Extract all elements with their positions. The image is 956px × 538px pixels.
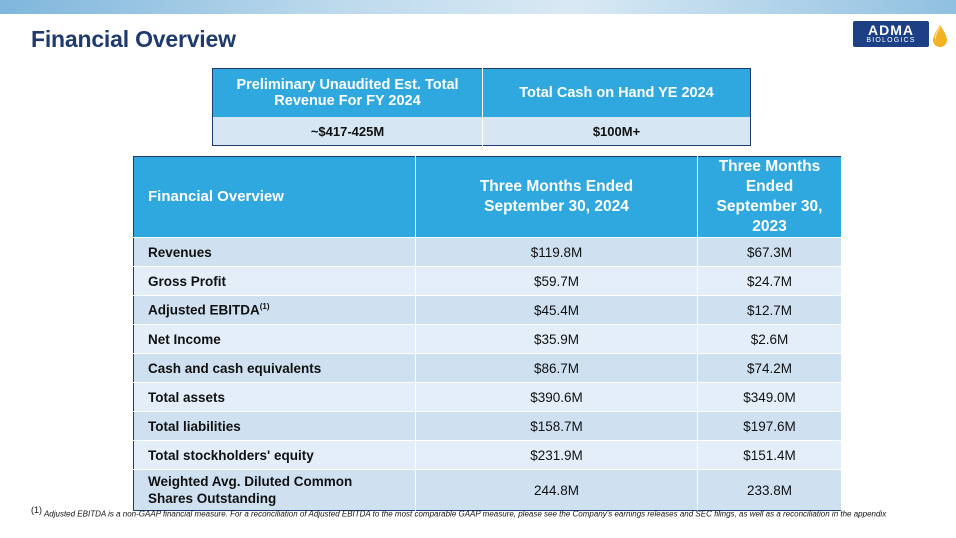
column-header-2023: Three Months Ended September 30, 2023: [697, 156, 842, 238]
column-header-metric: Financial Overview: [133, 156, 416, 238]
table-body: Revenues $119.8M $67.3M Gross Profit $59.7M $…: [133, 237, 842, 511]
value-2023: $151.4M: [697, 440, 842, 470]
summary-table: Preliminary Unaudited Est. Total Revenue…: [212, 68, 751, 146]
logo-box: [853, 21, 929, 47]
table-row: Revenues $119.8M $67.3M: [133, 237, 842, 267]
summary-value-revenue: ~$417-425M: [212, 117, 483, 146]
footnote-text: Adjusted EBITDA is a non-GAAP financial …: [43, 509, 887, 519]
row-label: Gross Profit: [133, 266, 416, 296]
table-header-row: Financial Overview Three Months Ended Se…: [133, 156, 842, 238]
droplet-icon: [933, 25, 947, 47]
value-2023: $2.6M: [697, 324, 842, 354]
row-label-text: Gross Profit: [148, 273, 227, 289]
value-2024: $59.7M: [415, 266, 698, 296]
value-2023: $24.7M: [697, 266, 842, 296]
value-2023: $197.6M: [697, 411, 842, 441]
company-logo: ADMA BIOLOGICS: [853, 21, 951, 51]
row-label: Total stockholders' equity: [133, 440, 416, 470]
table-row: Weighted Avg. Diluted Common Shares Outs…: [133, 469, 842, 511]
table-row: Adjusted EBITDA(1) $45.4M $12.7M: [133, 295, 842, 325]
row-label-text: Total liabilities: [148, 418, 241, 434]
value-2024: $119.8M: [415, 237, 698, 267]
row-label-text: Total assets: [148, 389, 226, 405]
footnote-marker: (1): [31, 505, 42, 515]
value-2023: $74.2M: [697, 353, 842, 383]
table-row: Total assets $390.6M $349.0M: [133, 382, 842, 412]
column-header-2024: Three Months Ended September 30, 2024: [415, 156, 698, 238]
row-label: Revenues: [133, 237, 416, 267]
summary-value-cash: $100M+: [482, 117, 751, 146]
value-2023: $12.7M: [697, 295, 842, 325]
table-row: Net Income $35.9M $2.6M: [133, 324, 842, 354]
summary-header-cash: Total Cash on Hand YE 2024: [482, 68, 751, 117]
value-2024: $86.7M: [415, 353, 698, 383]
top-banner: [0, 0, 956, 14]
row-label-text: Revenues: [148, 244, 212, 260]
financial-overview-table: Financial Overview Three Months Ended Se…: [133, 156, 842, 511]
table-row: Total liabilities $158.7M $197.6M: [133, 411, 842, 441]
table-row: Gross Profit $59.7M $24.7M: [133, 266, 842, 296]
row-label-text: Adjusted EBITDA: [148, 302, 260, 318]
footnote: (1) Adjusted EBITDA is a non-GAAP financ…: [31, 505, 911, 520]
row-label: Adjusted EBITDA(1): [133, 295, 416, 325]
row-label: Cash and cash equivalents: [133, 353, 416, 383]
value-2024: 244.8M: [415, 469, 698, 511]
value-2024: $390.6M: [415, 382, 698, 412]
table-row: Total stockholders' equity $231.9M $151.4M: [133, 440, 842, 470]
row-label: Total assets: [133, 382, 416, 412]
logo-main-text: ADMA: [868, 22, 914, 38]
row-label: Net Income: [133, 324, 416, 354]
row-label-superscript: (1): [259, 302, 270, 312]
value-2023: $349.0M: [697, 382, 842, 412]
value-2024: $35.9M: [415, 324, 698, 354]
page-title: Financial Overview: [31, 26, 236, 52]
value-2024: $45.4M: [415, 295, 698, 325]
row-label-text: Cash and cash equivalents: [148, 360, 322, 376]
row-label-text: Total stockholders' equity: [148, 447, 314, 463]
value-2024: $158.7M: [415, 411, 698, 441]
row-label-text: Weighted Avg. Diluted Common Shares Outs…: [148, 474, 353, 506]
value-2023: $67.3M: [697, 237, 842, 267]
value-2023: 233.8M: [697, 469, 842, 511]
row-label: Weighted Avg. Diluted Common Shares Outs…: [133, 469, 416, 511]
summary-header-revenue: Preliminary Unaudited Est. Total Revenue…: [212, 68, 483, 117]
table-row: Cash and cash equivalents $86.7M $74.2M: [133, 353, 842, 383]
row-label: Total liabilities: [133, 411, 416, 441]
logo-sub-text: BIOLOGICS: [866, 37, 916, 44]
value-2024: $231.9M: [415, 440, 698, 470]
row-label-text: Net Income: [148, 331, 221, 347]
